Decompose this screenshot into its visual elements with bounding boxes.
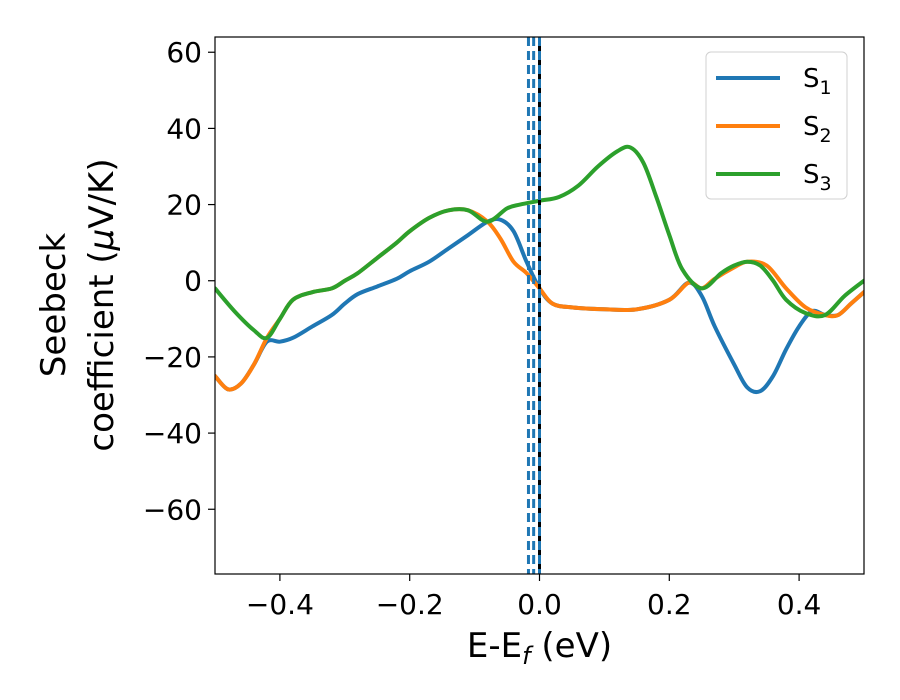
- axes-ticks: −0.4 −0.2 0.0 0.2 0.4 −60 −40 −20 0 20 40 60: [143, 36, 821, 621]
- y-tick-label: −60: [143, 493, 202, 526]
- legend-label-s1: S1: [803, 64, 832, 99]
- y-axis-label-line1: Seebeck: [34, 233, 74, 378]
- y-tick-label: −20: [143, 341, 202, 374]
- y-axis-label-line2: coefficient (μV/K): [82, 158, 122, 451]
- plot-area: [215, 37, 864, 574]
- y-tick-label: 60: [166, 36, 202, 69]
- y-tick-label: 20: [166, 189, 202, 222]
- series-line-s3: [215, 144, 864, 341]
- legend-label-s2: S2: [803, 112, 832, 147]
- legend: S1 S2 S3: [705, 51, 848, 200]
- x-tick-label: −0.4: [246, 588, 314, 621]
- x-tick-label: −0.2: [376, 588, 444, 621]
- y-tick-label: 0: [184, 265, 202, 298]
- x-tick-label: 0.2: [647, 588, 692, 621]
- x-tick-label: 0.0: [517, 588, 562, 621]
- x-axis-label: E-Ef (eV): [467, 626, 612, 670]
- y-tick-label: −40: [143, 417, 202, 450]
- series-line-s1: [215, 217, 864, 395]
- legend-label-s3: S3: [803, 160, 832, 195]
- x-tick-label: 0.4: [777, 588, 822, 621]
- y-tick-label: 40: [166, 112, 202, 145]
